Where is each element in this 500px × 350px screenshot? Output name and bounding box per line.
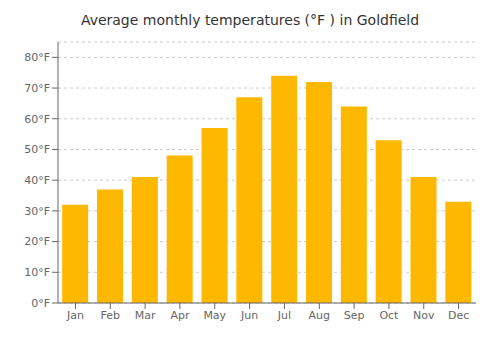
svg-text:20°F: 20°F [24,235,50,248]
svg-text:Jun: Jun [240,309,258,322]
svg-text:Dec: Dec [448,309,469,322]
svg-text:50°F: 50°F [24,143,50,156]
svg-text:80°F: 80°F [24,51,50,64]
svg-text:Feb: Feb [101,309,120,322]
svg-text:Jan: Jan [66,309,84,322]
svg-text:Aug: Aug [309,309,330,322]
html-text:Average monthly temperatures (: Average monthly temperatures (°F ) in Go… [80,12,420,28]
svg-text:30°F: 30°F [24,205,50,218]
svg-text:0°F: 0°F [31,297,50,310]
svg-text:Nov: Nov [413,309,435,322]
svg-text:Oct: Oct [379,309,399,322]
svg-text:Apr: Apr [170,309,190,322]
svg-text:40°F: 40°F [24,174,50,187]
svg-text:Sep: Sep [344,309,365,322]
svg-text:Jul: Jul [277,309,291,322]
svg-text:60°F: 60°F [24,113,50,126]
svg-text:70°F: 70°F [24,82,50,95]
svg-text:May: May [203,309,226,322]
svg-text:10°F: 10°F [24,266,50,279]
svg-text:Mar: Mar [135,309,156,322]
